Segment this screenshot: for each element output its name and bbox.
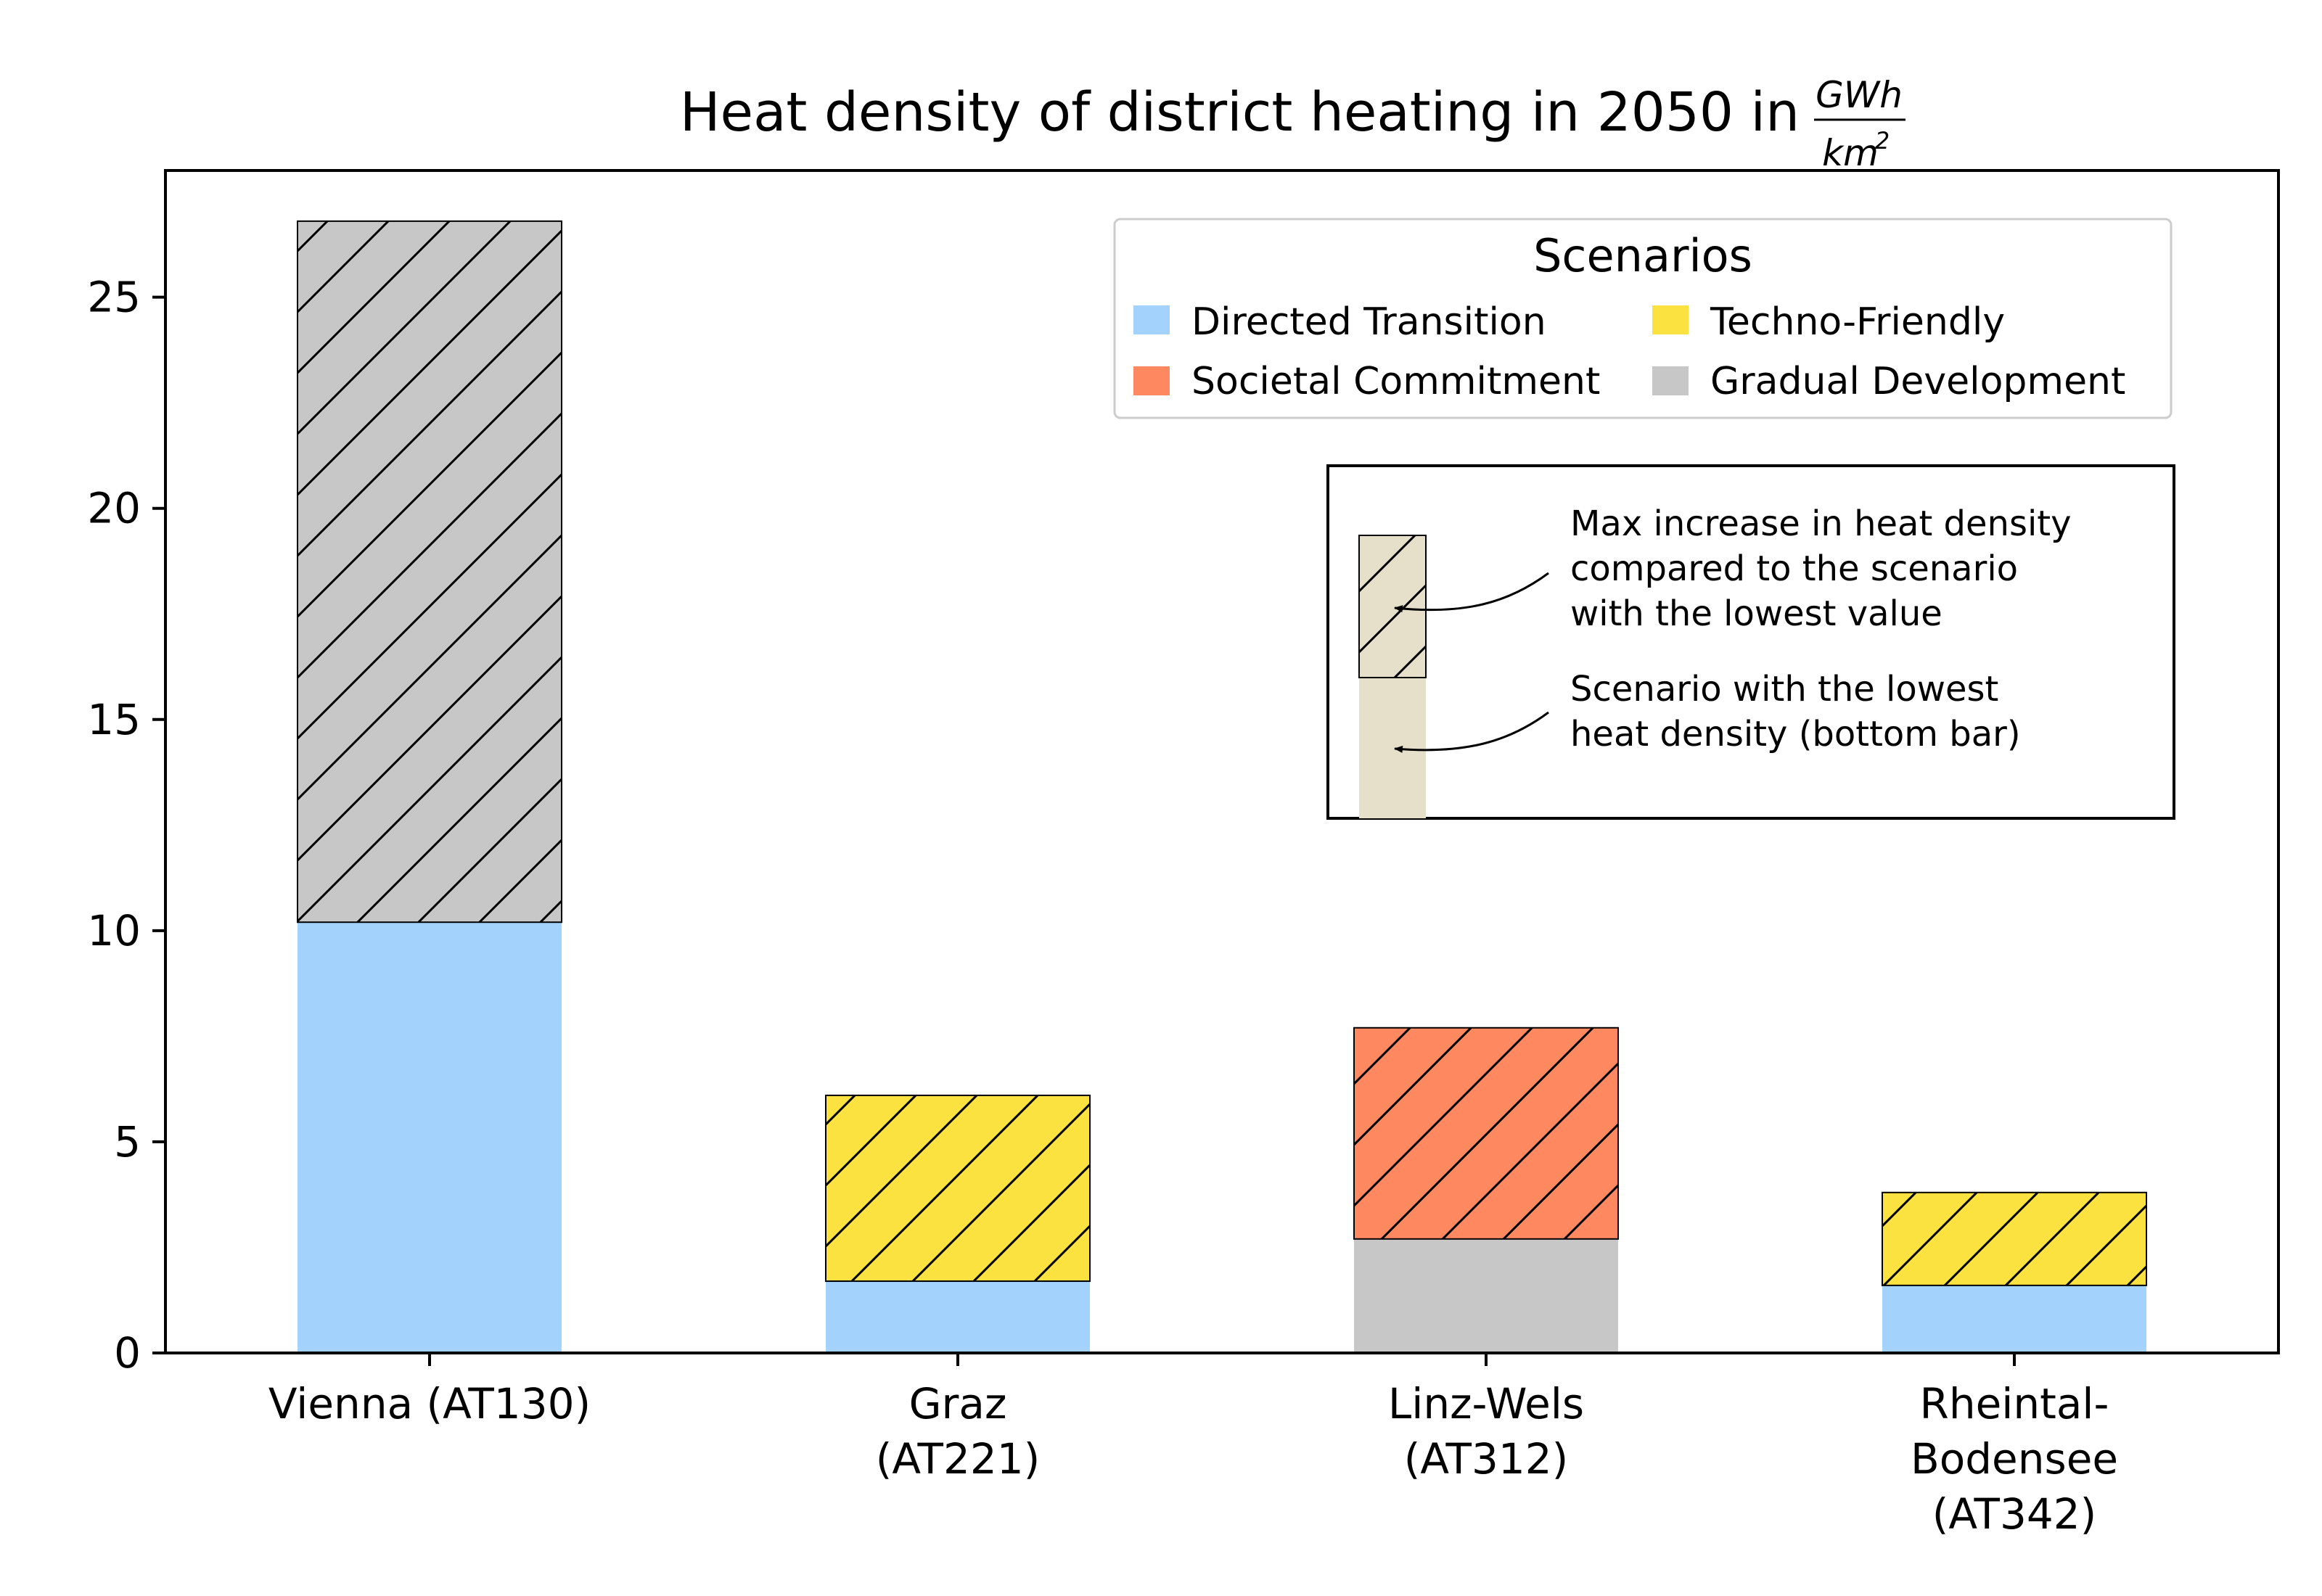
explanation-bottom-bar <box>1359 678 1426 818</box>
x-tick-label: (AT221) <box>876 1434 1041 1484</box>
legend: Scenarios Directed Transition Techno-Fri… <box>1113 218 2173 419</box>
x-tick-label: Rheintal- <box>1920 1379 2109 1428</box>
explanation-top-line-1: Max increase in heat density <box>1570 503 2072 544</box>
legend-label-societal-commitment: Societal Commitment <box>1191 360 1600 403</box>
explanation-top-line-2: compared to the scenario <box>1570 548 2018 589</box>
x-axis: Vienna (AT130) Graz (AT221) Linz-Wels (AT312… <box>268 1353 2118 1539</box>
title-unit-denominator: km <box>1822 132 1879 174</box>
explanation-top-line-3: with the lowest value <box>1570 593 1942 634</box>
y-tick-label: 25 <box>87 273 141 322</box>
legend-swatch-directed-transition <box>1133 305 1170 334</box>
y-tick-label: 15 <box>87 695 141 744</box>
explanation-bottom-line-2: heat density (bottom bar) <box>1570 714 2021 754</box>
explanation-box: Max increase in heat density compared to… <box>1326 464 2175 820</box>
bar-top-hatch-linz-wels-at312 <box>1353 1027 1619 1240</box>
y-tick-label: 10 <box>87 906 141 955</box>
bar-base-linz-wels-at312 <box>1354 1238 1618 1353</box>
y-tick-label: 20 <box>87 484 141 533</box>
title-unit-exponent: 2 <box>1875 127 1890 155</box>
legend-title: Scenarios <box>1533 229 1752 282</box>
chart-title-text: Heat density of district heating in 2050… <box>680 81 1800 144</box>
explanation-top-bar-hatch <box>1358 535 1427 678</box>
plot-frame <box>164 169 2280 1354</box>
x-tick-label: (AT342) <box>1932 1489 2097 1539</box>
x-tick-label: Vienna (AT130) <box>268 1379 591 1428</box>
x-tick-label: Graz <box>909 1379 1007 1428</box>
y-tick-label: 0 <box>114 1328 141 1378</box>
explanation-bottom-line-1: Scenario with the lowest <box>1570 669 1998 709</box>
y-axis: 0 5 10 15 20 25 <box>87 273 165 1378</box>
x-tick-label: Bodensee <box>1911 1434 2118 1484</box>
explanation-frame <box>1326 464 2175 820</box>
legend-swatch-gradual-development <box>1652 366 1689 395</box>
y-tick-label: 5 <box>114 1117 141 1167</box>
explanation-arrow-bottom <box>1394 711 1549 753</box>
legend-label-techno-friendly: Techno-Friendly <box>1710 300 2005 344</box>
bar-top-hatch-graz-at221 <box>825 1094 1091 1283</box>
bar-base-rheintal-bodensee-at342 <box>1882 1285 2146 1353</box>
legend-swatch-techno-friendly <box>1652 305 1689 334</box>
bar-base-graz-at221 <box>826 1281 1090 1353</box>
bar-base-vienna-at130 <box>298 922 562 1353</box>
bars-group <box>297 220 2147 1353</box>
legend-label-gradual-development: Gradual Development <box>1710 360 2125 403</box>
legend-swatch-societal-commitment <box>1133 366 1170 395</box>
legend-box <box>1113 218 2173 419</box>
bar-top-hatch-vienna-at130 <box>297 220 562 924</box>
title-unit-numerator: GWh <box>1816 74 1903 116</box>
x-tick-label: Linz-Wels <box>1388 1379 1584 1428</box>
legend-label-directed-transition: Directed Transition <box>1191 300 1546 344</box>
chart-title: Heat density of district heating in 2050… <box>680 74 1905 174</box>
explanation-arrow-top <box>1394 572 1549 613</box>
x-tick-label: (AT312) <box>1404 1434 1569 1484</box>
bar-top-hatch-rheintal-bodensee-at342 <box>1882 1191 2147 1286</box>
